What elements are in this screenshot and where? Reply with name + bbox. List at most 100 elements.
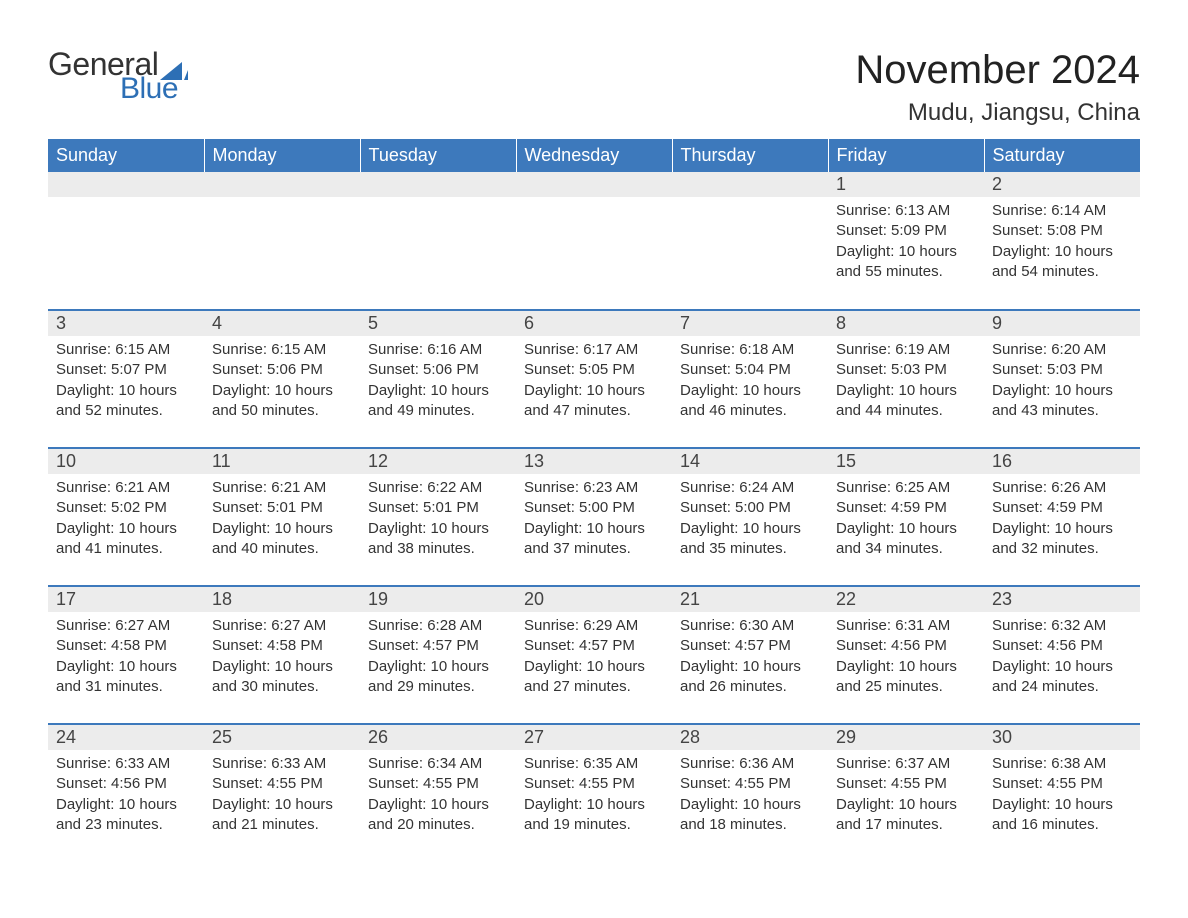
sunrise-line: Sunrise: 6:20 AM [992, 340, 1132, 360]
daylight-line: Daylight: 10 hours and 49 minutes. [368, 381, 508, 422]
day-number: 26 [360, 725, 516, 750]
sunset-line: Sunset: 4:59 PM [992, 498, 1132, 518]
sunset-line: Sunset: 5:06 PM [212, 360, 352, 380]
weekday-header: Thursday [672, 139, 828, 172]
calendar-cell: 19Sunrise: 6:28 AMSunset: 4:57 PMDayligh… [360, 586, 516, 724]
day-content: Sunrise: 6:28 AMSunset: 4:57 PMDaylight:… [360, 612, 516, 703]
weekday-header: Saturday [984, 139, 1140, 172]
sunset-line: Sunset: 5:03 PM [836, 360, 976, 380]
day-content: Sunrise: 6:20 AMSunset: 5:03 PMDaylight:… [984, 336, 1140, 427]
day-content: Sunrise: 6:16 AMSunset: 5:06 PMDaylight:… [360, 336, 516, 427]
day-number: 15 [828, 449, 984, 474]
day-content: Sunrise: 6:15 AMSunset: 5:06 PMDaylight:… [204, 336, 360, 427]
day-content: Sunrise: 6:33 AMSunset: 4:55 PMDaylight:… [204, 750, 360, 841]
calendar-cell: 3Sunrise: 6:15 AMSunset: 5:07 PMDaylight… [48, 310, 204, 448]
day-number: 14 [672, 449, 828, 474]
calendar-cell: 21Sunrise: 6:30 AMSunset: 4:57 PMDayligh… [672, 586, 828, 724]
day-number: 5 [360, 311, 516, 336]
calendar-cell: 25Sunrise: 6:33 AMSunset: 4:55 PMDayligh… [204, 724, 360, 862]
daylight-line: Daylight: 10 hours and 30 minutes. [212, 657, 352, 698]
day-number: 29 [828, 725, 984, 750]
page-header: General Blue November 2024 Mudu, Jiangsu… [48, 48, 1140, 127]
daylight-line: Daylight: 10 hours and 21 minutes. [212, 795, 352, 836]
calendar-cell: 29Sunrise: 6:37 AMSunset: 4:55 PMDayligh… [828, 724, 984, 862]
day-number: 28 [672, 725, 828, 750]
calendar-cell: 13Sunrise: 6:23 AMSunset: 5:00 PMDayligh… [516, 448, 672, 586]
calendar-table: SundayMondayTuesdayWednesdayThursdayFrid… [48, 139, 1140, 862]
day-content: Sunrise: 6:33 AMSunset: 4:56 PMDaylight:… [48, 750, 204, 841]
calendar-row: 24Sunrise: 6:33 AMSunset: 4:56 PMDayligh… [48, 724, 1140, 862]
weekday-header: Tuesday [360, 139, 516, 172]
calendar-cell: 30Sunrise: 6:38 AMSunset: 4:55 PMDayligh… [984, 724, 1140, 862]
sunrise-line: Sunrise: 6:36 AM [680, 754, 820, 774]
day-content: Sunrise: 6:29 AMSunset: 4:57 PMDaylight:… [516, 612, 672, 703]
sunset-line: Sunset: 5:07 PM [56, 360, 196, 380]
sunset-line: Sunset: 5:08 PM [992, 221, 1132, 241]
day-content [516, 197, 672, 207]
day-number [48, 172, 204, 197]
calendar-cell: 2Sunrise: 6:14 AMSunset: 5:08 PMDaylight… [984, 172, 1140, 310]
day-number: 22 [828, 587, 984, 612]
day-number [672, 172, 828, 197]
sunset-line: Sunset: 4:58 PM [212, 636, 352, 656]
day-number: 11 [204, 449, 360, 474]
day-content: Sunrise: 6:14 AMSunset: 5:08 PMDaylight:… [984, 197, 1140, 288]
sunrise-line: Sunrise: 6:21 AM [212, 478, 352, 498]
sunrise-line: Sunrise: 6:17 AM [524, 340, 664, 360]
day-number: 27 [516, 725, 672, 750]
sunset-line: Sunset: 5:01 PM [212, 498, 352, 518]
day-content: Sunrise: 6:22 AMSunset: 5:01 PMDaylight:… [360, 474, 516, 565]
brand-word-blue: Blue [120, 74, 188, 104]
day-content: Sunrise: 6:38 AMSunset: 4:55 PMDaylight:… [984, 750, 1140, 841]
day-content [672, 197, 828, 207]
sunrise-line: Sunrise: 6:24 AM [680, 478, 820, 498]
daylight-line: Daylight: 10 hours and 38 minutes. [368, 519, 508, 560]
calendar-cell: 16Sunrise: 6:26 AMSunset: 4:59 PMDayligh… [984, 448, 1140, 586]
day-number: 19 [360, 587, 516, 612]
sunrise-line: Sunrise: 6:35 AM [524, 754, 664, 774]
sunrise-line: Sunrise: 6:27 AM [56, 616, 196, 636]
calendar-row: 17Sunrise: 6:27 AMSunset: 4:58 PMDayligh… [48, 586, 1140, 724]
sunrise-line: Sunrise: 6:38 AM [992, 754, 1132, 774]
sunrise-line: Sunrise: 6:16 AM [368, 340, 508, 360]
calendar-cell: 20Sunrise: 6:29 AMSunset: 4:57 PMDayligh… [516, 586, 672, 724]
day-number [204, 172, 360, 197]
daylight-line: Daylight: 10 hours and 41 minutes. [56, 519, 196, 560]
calendar-cell: 10Sunrise: 6:21 AMSunset: 5:02 PMDayligh… [48, 448, 204, 586]
daylight-line: Daylight: 10 hours and 27 minutes. [524, 657, 664, 698]
calendar-cell: 18Sunrise: 6:27 AMSunset: 4:58 PMDayligh… [204, 586, 360, 724]
daylight-line: Daylight: 10 hours and 31 minutes. [56, 657, 196, 698]
day-content: Sunrise: 6:27 AMSunset: 4:58 PMDaylight:… [48, 612, 204, 703]
day-number: 10 [48, 449, 204, 474]
day-content: Sunrise: 6:27 AMSunset: 4:58 PMDaylight:… [204, 612, 360, 703]
daylight-line: Daylight: 10 hours and 40 minutes. [212, 519, 352, 560]
brand-logo: General Blue [48, 48, 188, 104]
calendar-cell: 12Sunrise: 6:22 AMSunset: 5:01 PMDayligh… [360, 448, 516, 586]
daylight-line: Daylight: 10 hours and 52 minutes. [56, 381, 196, 422]
day-number [360, 172, 516, 197]
day-number: 20 [516, 587, 672, 612]
sunset-line: Sunset: 4:56 PM [56, 774, 196, 794]
calendar-cell: 24Sunrise: 6:33 AMSunset: 4:56 PMDayligh… [48, 724, 204, 862]
calendar-cell: 28Sunrise: 6:36 AMSunset: 4:55 PMDayligh… [672, 724, 828, 862]
sunrise-line: Sunrise: 6:15 AM [56, 340, 196, 360]
calendar-cell [516, 172, 672, 310]
sunrise-line: Sunrise: 6:33 AM [56, 754, 196, 774]
day-content: Sunrise: 6:31 AMSunset: 4:56 PMDaylight:… [828, 612, 984, 703]
sunrise-line: Sunrise: 6:25 AM [836, 478, 976, 498]
sunset-line: Sunset: 5:01 PM [368, 498, 508, 518]
daylight-line: Daylight: 10 hours and 23 minutes. [56, 795, 196, 836]
sunrise-line: Sunrise: 6:22 AM [368, 478, 508, 498]
day-content: Sunrise: 6:37 AMSunset: 4:55 PMDaylight:… [828, 750, 984, 841]
calendar-cell: 14Sunrise: 6:24 AMSunset: 5:00 PMDayligh… [672, 448, 828, 586]
daylight-line: Daylight: 10 hours and 50 minutes. [212, 381, 352, 422]
day-number: 23 [984, 587, 1140, 612]
sunrise-line: Sunrise: 6:14 AM [992, 201, 1132, 221]
sunset-line: Sunset: 4:57 PM [680, 636, 820, 656]
daylight-line: Daylight: 10 hours and 20 minutes. [368, 795, 508, 836]
day-number: 21 [672, 587, 828, 612]
day-number: 7 [672, 311, 828, 336]
daylight-line: Daylight: 10 hours and 34 minutes. [836, 519, 976, 560]
day-content: Sunrise: 6:25 AMSunset: 4:59 PMDaylight:… [828, 474, 984, 565]
day-number: 13 [516, 449, 672, 474]
